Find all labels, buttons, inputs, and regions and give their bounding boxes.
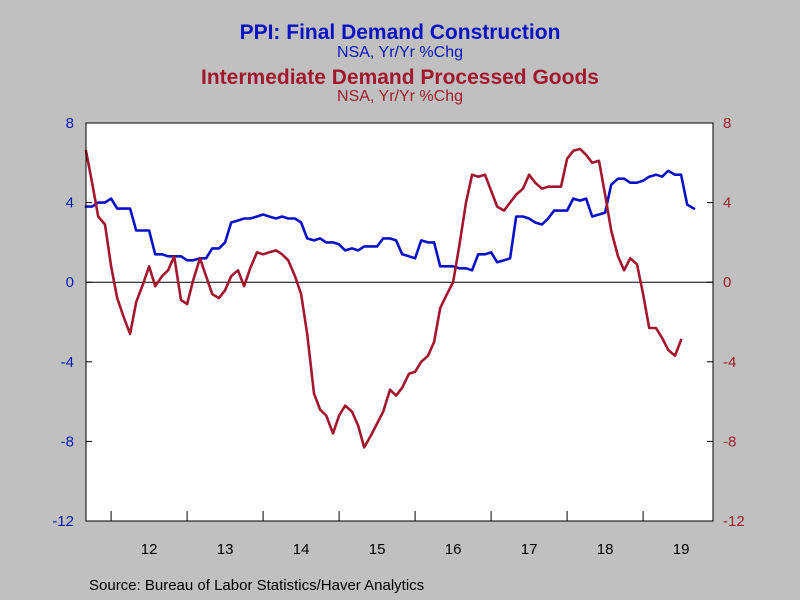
left-tick-label: 8 [66, 115, 74, 132]
x-tick-label: 12 [141, 541, 158, 558]
x-tick-label: 15 [369, 541, 386, 558]
chart-subtitle-construction: NSA, Yr/Yr %Chg [337, 44, 463, 61]
right-tick-label: 0 [723, 274, 731, 291]
right-tick-label: 8 [723, 115, 731, 132]
chart-title-construction: PPI: Final Demand Construction [239, 21, 561, 44]
source-note: Source: Bureau of Labor Statistics/Haver… [89, 577, 425, 594]
left-tick-label: 0 [66, 274, 74, 291]
x-tick-label: 16 [445, 541, 462, 558]
plot-border [85, 122, 714, 522]
x-tick-label: 14 [293, 541, 310, 558]
x-tick-label: 18 [597, 541, 614, 558]
x-tick-label: 17 [521, 541, 538, 558]
left-tick-label: -12 [52, 513, 74, 530]
x-tick-label: 13 [217, 541, 234, 558]
chart-subtitle-processed-goods: NSA, Yr/Yr %Chg [337, 88, 463, 105]
right-tick-label: -12 [723, 513, 745, 530]
chart-title-processed-goods: Intermediate Demand Processed Goods [201, 66, 599, 89]
left-tick-label: -4 [61, 354, 74, 371]
x-tick-label: 19 [673, 541, 690, 558]
series-line-construction [84, 169, 696, 272]
left-tick-label: -8 [61, 433, 74, 450]
right-tick-label: -8 [723, 433, 736, 450]
left-tick-label: 4 [66, 195, 74, 212]
right-tick-label: 4 [723, 195, 731, 212]
series-line-processed-goods [84, 147, 683, 449]
plot-area [86, 123, 713, 521]
right-tick-label: -4 [723, 354, 736, 371]
